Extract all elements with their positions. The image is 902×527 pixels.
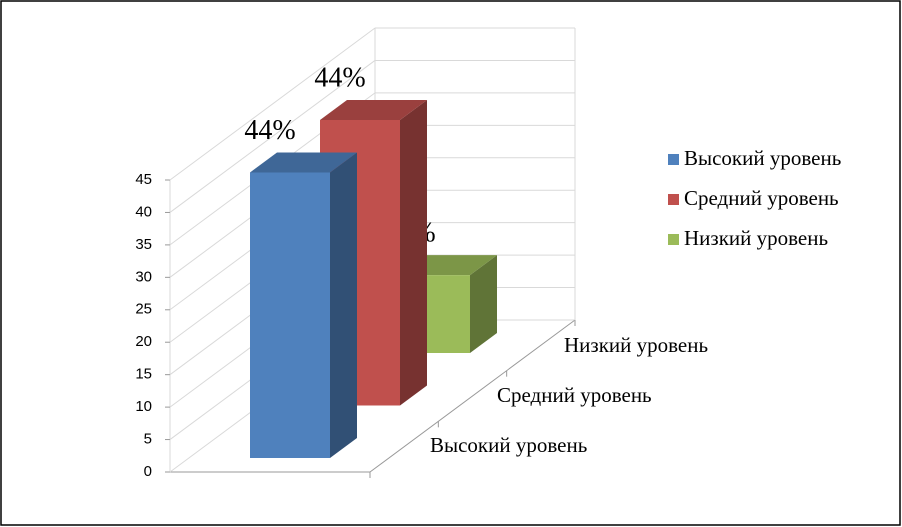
legend-swatch: [668, 234, 679, 245]
y-tick-label: 0: [144, 463, 152, 480]
y-tick-label: 15: [135, 366, 152, 383]
bar-top: [320, 99, 427, 120]
y-tick-label: 25: [135, 301, 152, 318]
data-label: 44%: [244, 115, 295, 146]
bar-side: [400, 99, 427, 406]
data-label: 44%: [314, 62, 365, 93]
legend-label: Средний уровень: [684, 186, 839, 210]
legend-swatch: [668, 154, 679, 165]
grid-line: [169, 27, 376, 181]
bar-top: [250, 152, 357, 173]
legend-swatch: [668, 194, 679, 205]
depth-label: Высокий уровень: [430, 433, 587, 457]
bar: [250, 172, 330, 458]
legend-label: Высокий уровень: [684, 146, 841, 170]
grid-line: [169, 60, 376, 213]
y-tick-label: 20: [135, 333, 152, 350]
bar-side: [330, 152, 357, 458]
y-tick-label: 45: [135, 171, 152, 188]
y-tick-label: 5: [144, 431, 152, 448]
y-tick-label: 10: [135, 398, 152, 415]
axis-line: [369, 319, 576, 473]
depth-label: Средний уровень: [497, 383, 652, 407]
legend-label: Низкий уровень: [684, 226, 828, 250]
y-tick-label: 40: [135, 203, 152, 220]
bar-side: [470, 255, 497, 353]
depth-label: Низкий уровень: [564, 333, 708, 357]
y-tick-label: 35: [135, 236, 152, 253]
y-tick-label: 30: [135, 268, 152, 285]
